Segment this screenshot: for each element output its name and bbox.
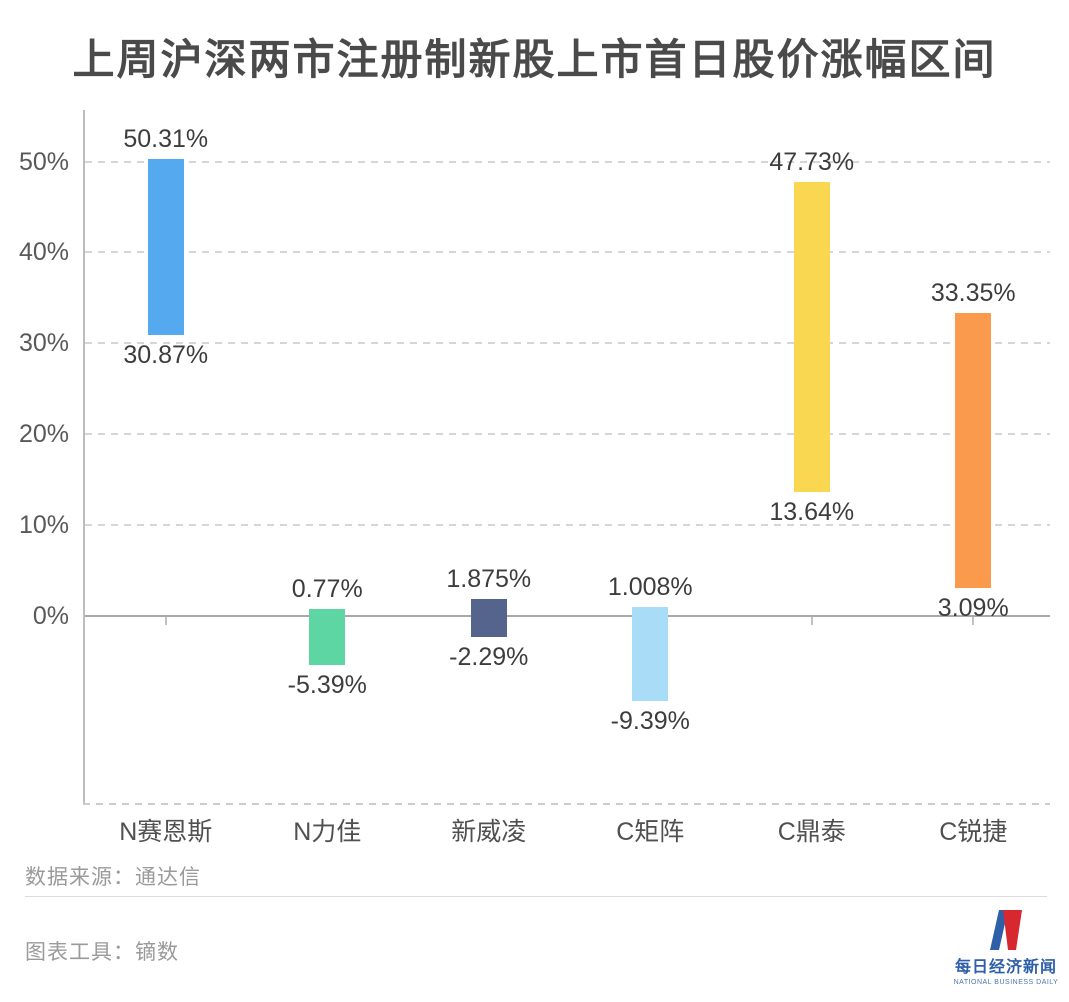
gridline-30	[85, 342, 1050, 345]
high-value-label: 50.31%	[123, 124, 209, 153]
category-label: N赛恩斯	[119, 818, 213, 846]
low-value-label: 13.64%	[769, 498, 855, 526]
bar-C矩阵	[632, 606, 669, 702]
y-axis-tick-label: 10%	[18, 511, 69, 540]
publisher-logo: 每日经济新闻 NATIONAL BUSINESS DAILY	[950, 910, 1062, 986]
chart-title: 上周沪深两市注册制新股上市首日股价涨幅区间	[72, 36, 997, 83]
high-value-label: 33.35%	[930, 278, 1016, 307]
gridline-50	[85, 160, 1050, 163]
publisher-name-en: NATIONAL BUSINESS DAILY	[953, 979, 1059, 986]
gridline-10	[85, 524, 1050, 527]
x-axis-tick	[164, 617, 167, 625]
low-value-label: 3.09%	[937, 593, 1009, 622]
gridline-20	[85, 433, 1050, 436]
publisher-name-cn: 每日经济新闻	[954, 959, 1057, 976]
bar-C鼎泰	[793, 182, 830, 492]
nbd-n-icon	[990, 910, 1022, 950]
low-value-label: -2.29%	[449, 642, 529, 671]
high-value-label: 1.875%	[446, 564, 532, 593]
bar-C锐捷	[955, 312, 992, 588]
category-label: 新威凌	[451, 818, 527, 846]
plot-area: 50% 40% 30% 20% 10% 0% 50.31% 30.87% N赛恩斯 0.77% -5…	[19, 110, 1050, 846]
gridline-40	[85, 251, 1050, 254]
data-source-label: 数据来源：通达信	[25, 866, 201, 889]
bar-N赛恩斯	[147, 158, 184, 336]
footer-divider	[25, 896, 1047, 897]
zero-line	[85, 615, 1050, 617]
x-axis-tick	[972, 617, 975, 625]
high-value-label: 1.008%	[607, 572, 693, 601]
y-axis-tick-label: 50%	[18, 147, 69, 176]
bar-新威凌	[470, 598, 507, 637]
y-axis-line	[83, 110, 85, 804]
plot-bottom-boundary	[83, 803, 1050, 805]
category-label: C锐捷	[939, 818, 1008, 846]
high-value-label: 0.77%	[291, 575, 363, 603]
category-label: C矩阵	[616, 818, 685, 846]
bar-N力佳	[309, 609, 346, 665]
low-value-label: -9.39%	[610, 707, 690, 736]
y-axis-tick-label: 0%	[32, 602, 69, 630]
category-label: N力佳	[293, 818, 362, 846]
low-value-label: -5.39%	[287, 670, 367, 699]
category-label: C鼎泰	[777, 818, 846, 846]
low-value-label: 30.87%	[123, 341, 209, 370]
x-axis-tick	[810, 617, 813, 625]
high-value-label: 47.73%	[769, 148, 855, 177]
y-axis-tick-label: 20%	[18, 420, 69, 449]
y-axis-tick-label: 30%	[18, 329, 69, 358]
chart-tool-label: 图表工具：镝数	[25, 941, 179, 964]
y-axis-tick-label: 40%	[18, 238, 69, 267]
